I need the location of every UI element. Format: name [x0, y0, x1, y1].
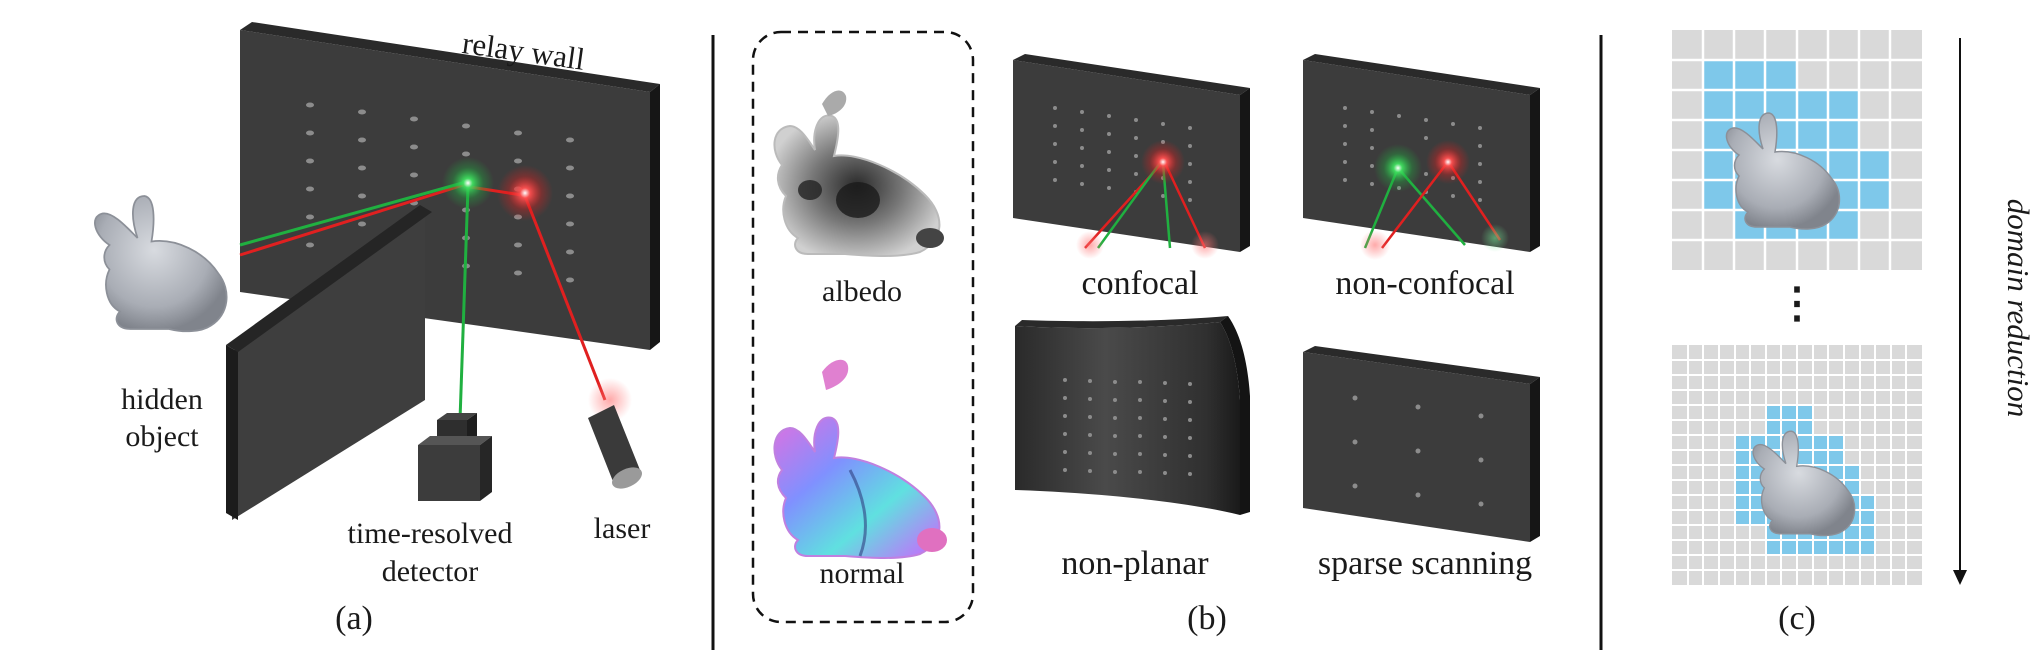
detector-label-line1: time-resolved	[347, 517, 513, 550]
albedo-map	[773, 90, 944, 257]
hidden-bunny	[93, 195, 228, 333]
time-resolved-detector-icon	[418, 413, 492, 501]
coarse-voxel-grid	[1672, 30, 1922, 270]
normal-label: normal	[819, 557, 905, 590]
laser-icon	[588, 378, 642, 489]
laser-spot	[497, 165, 553, 221]
panel-a-scene	[93, 22, 660, 520]
confocal-wall	[1013, 54, 1250, 259]
detector-path	[458, 186, 470, 421]
caption-b: (b)	[1187, 600, 1227, 637]
ellipsis: ⋮	[1776, 281, 1818, 327]
non-planar-wall	[1015, 316, 1250, 515]
hidden-object-label-line1: hidden	[121, 383, 203, 416]
detector-label-line2: detector	[381, 555, 479, 588]
fine-voxel-grid	[1672, 345, 1922, 585]
relay-wall-scan-points	[306, 102, 574, 283]
reconstruction-outputs-box	[751, 30, 975, 624]
non-planar-label: non-planar	[1061, 545, 1209, 582]
sparse-scanning-wall	[1303, 346, 1540, 542]
non-confocal-label: non-confocal	[1335, 265, 1515, 302]
caption-c: (c)	[1778, 600, 1816, 637]
albedo-label: albedo	[822, 275, 902, 308]
laser-path	[523, 195, 607, 401]
detector-path-from-object	[239, 180, 467, 247]
laser-path-to-object	[239, 181, 471, 257]
normal-map	[773, 359, 947, 559]
detector-spot	[442, 157, 494, 209]
sparse-scanning-label: sparse scanning	[1317, 545, 1533, 582]
hidden-object-label-line2: object	[125, 420, 199, 453]
laser-label: laser	[593, 512, 651, 545]
arrow-head-icon	[1953, 570, 1967, 585]
non-confocal-wall	[1303, 54, 1540, 260]
domain-reduction-label: domain reduction	[2001, 198, 2036, 418]
confocal-label: confocal	[1081, 265, 1199, 302]
occluder-wall	[232, 212, 425, 520]
caption-a: (a)	[335, 600, 373, 637]
